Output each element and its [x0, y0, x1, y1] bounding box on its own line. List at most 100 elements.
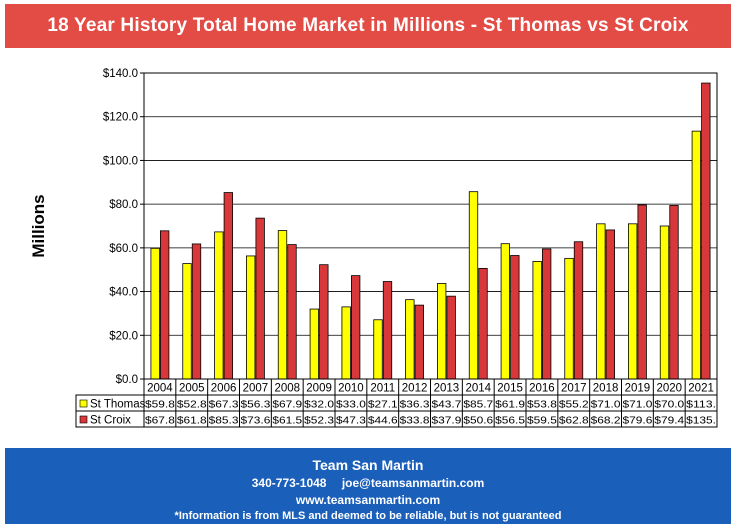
- bar-st-thomas: [373, 319, 383, 380]
- data-label: $55.2: [559, 399, 589, 411]
- y-tick-label: $0.0: [116, 374, 138, 386]
- footer-contact: 340-773-1048 joe@teamsanmartin.com: [5, 476, 731, 490]
- data-label: $67.8: [145, 415, 175, 427]
- bar-st-thomas: [691, 130, 701, 380]
- footer-banner: Team San Martin 340-773-1048 joe@teamsan…: [5, 448, 731, 524]
- data-label: $59.8: [145, 399, 175, 411]
- data-label: $67.3: [209, 399, 239, 411]
- data-label: $68.2: [591, 415, 621, 427]
- data-label: $52.3: [304, 415, 334, 427]
- x-tick-label: 2011: [370, 383, 395, 395]
- data-label: $27.1: [368, 399, 398, 411]
- bar-st-thomas: [596, 223, 606, 380]
- bar-st-croix: [160, 230, 170, 380]
- bar-st-thomas: [341, 306, 351, 380]
- bar-st-thomas: [277, 230, 288, 380]
- data-label: $79.6: [623, 415, 653, 427]
- data-label: $71.0: [623, 399, 653, 411]
- bar-st-thomas: [659, 225, 670, 380]
- footer-email[interactable]: joe@teamsanmartin.com: [341, 476, 485, 490]
- data-label: $59.5: [527, 415, 557, 427]
- x-tick-label: 2013: [434, 383, 460, 395]
- data-label: $71.0: [591, 399, 621, 411]
- bar-chart: $0.0 $20.0 $40.0 $60.0 $80.0 $100.0 $120.0 $140…: [29, 68, 718, 428]
- y-tick-label: $100.0: [103, 155, 138, 167]
- bar-st-thomas: [437, 283, 447, 380]
- x-tick-label: 2007: [243, 383, 269, 395]
- bar-st-thomas: [150, 247, 160, 380]
- bar-st-thomas: [500, 243, 510, 380]
- data-label: $62.8: [559, 415, 589, 427]
- data-label: $32.0: [304, 399, 334, 411]
- bar-st-thomas: [532, 261, 542, 380]
- x-tick-label: 2008: [274, 383, 300, 395]
- data-label: $44.6: [368, 415, 398, 427]
- data-label: $52.8: [177, 399, 207, 411]
- y-tick-label: $20.0: [109, 330, 138, 342]
- bar-st-croix: [669, 205, 679, 380]
- bar-st-croix: [446, 295, 456, 380]
- data-label: $56.5: [495, 415, 525, 427]
- footer-phone: 340-773-1048: [251, 476, 327, 490]
- bar-st-thomas: [309, 308, 319, 380]
- data-label: $36.3: [400, 399, 430, 411]
- footer-website[interactable]: www.teamsanmartin.com: [295, 493, 441, 507]
- bar-st-croix: [510, 255, 520, 380]
- x-tick-label: 2010: [338, 383, 364, 395]
- plot-area: [143, 72, 718, 380]
- page-title: 18 Year History Total Home Market in Mil…: [47, 15, 689, 36]
- y-tick-label: $80.0: [109, 199, 138, 211]
- bar-st-croix: [701, 82, 711, 380]
- x-tick-label: 2021: [688, 383, 714, 395]
- bar-st-thomas: [628, 223, 638, 380]
- y-tick-label: $60.0: [109, 243, 138, 255]
- bar-st-thomas: [246, 255, 256, 380]
- bar-st-croix: [191, 243, 202, 380]
- x-tick-label: 2018: [593, 383, 619, 395]
- legend-label: St Thomas: [90, 399, 146, 411]
- x-tick-label: 2015: [497, 383, 523, 395]
- x-tick-label: 2009: [306, 383, 332, 395]
- data-label: $53.8: [527, 399, 557, 411]
- bar-st-croix: [542, 248, 552, 380]
- bar-st-croix: [319, 264, 329, 380]
- data-label: $70.0: [654, 399, 684, 411]
- title-banner: 18 Year History Total Home Market in Mil…: [5, 4, 731, 48]
- x-tick-label: 2014: [465, 383, 491, 395]
- data-label: $33.0: [336, 399, 366, 411]
- legend-swatch: [79, 399, 88, 408]
- y-tick-label: $120.0: [103, 112, 138, 124]
- bar-st-thomas: [405, 299, 415, 380]
- bar-st-thomas: [214, 231, 224, 380]
- x-tick-label: 2005: [179, 383, 205, 395]
- bar-st-croix: [478, 268, 488, 380]
- x-tick-label: 2006: [211, 383, 237, 395]
- data-label: $56.3: [241, 399, 271, 411]
- y-tick-label: $140.0: [103, 68, 138, 80]
- footer-disclaimer: *Information is from MLS and deemed to b…: [174, 510, 562, 522]
- y-tick-label: $40.0: [109, 287, 138, 299]
- data-label: $79.4: [654, 415, 684, 427]
- y-axis-title: Millions: [29, 194, 48, 257]
- data-label: $85.3: [209, 415, 239, 427]
- x-tick-label: 2012: [402, 383, 428, 395]
- data-label: $43.7: [432, 399, 462, 411]
- data-label: $61.5: [272, 415, 302, 427]
- data-label: $85.7: [463, 399, 493, 411]
- x-tick-label: 2016: [529, 383, 555, 395]
- data-label: $50.6: [463, 415, 493, 427]
- bar-st-croix: [223, 192, 233, 380]
- legend-swatch: [79, 415, 88, 424]
- bar-st-croix: [351, 275, 361, 380]
- footer-brand: Team San Martin: [312, 457, 424, 473]
- x-tick-label: 2020: [656, 383, 682, 395]
- bar-st-croix: [414, 304, 424, 380]
- data-label: $61.9: [495, 399, 525, 411]
- legend-label: St Croix: [90, 415, 131, 427]
- bar-st-croix: [605, 229, 615, 380]
- bar-st-croix: [287, 244, 297, 380]
- bar-st-thomas: [564, 257, 574, 380]
- bar-st-croix: [637, 204, 647, 380]
- bar-st-thomas: [182, 263, 192, 380]
- bar-st-croix: [573, 241, 584, 380]
